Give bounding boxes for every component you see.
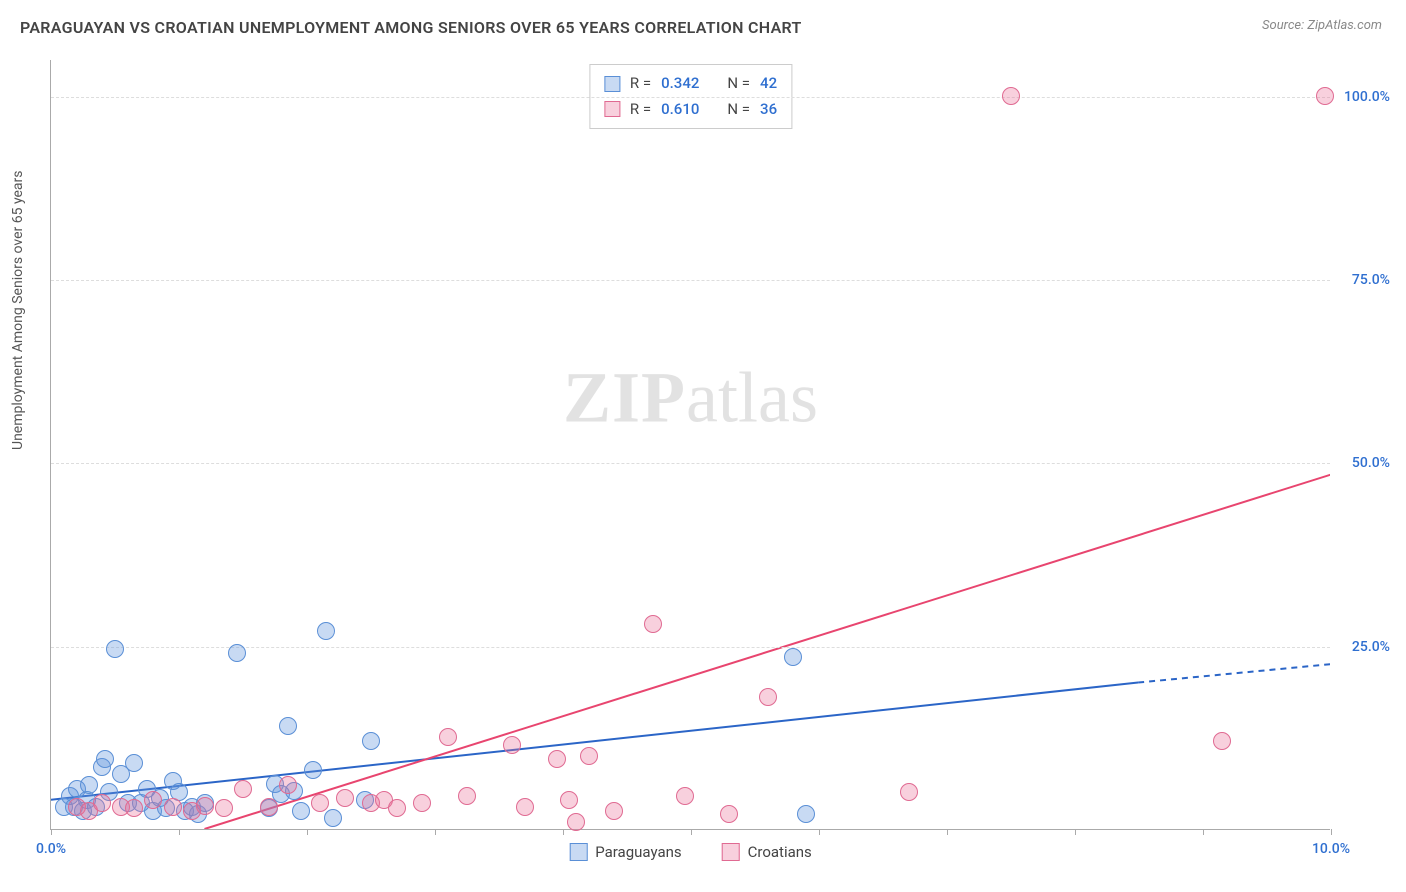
y-tick-label: 25.0% bbox=[1352, 639, 1390, 655]
legend-swatch bbox=[722, 843, 740, 861]
stats-row: R = 0.342 N = 42 bbox=[604, 71, 777, 97]
legend-swatch bbox=[604, 101, 620, 117]
legend: Paraguayans Croatians bbox=[569, 843, 812, 861]
data-point bbox=[106, 640, 124, 658]
data-point bbox=[80, 776, 98, 794]
data-point bbox=[260, 798, 278, 816]
x-tick-label: 0.0% bbox=[36, 841, 66, 857]
x-tick-label: 10.0% bbox=[1312, 841, 1350, 857]
data-point bbox=[560, 791, 578, 809]
plot-area: ZIPatlas R =0.342N =42R =0.610N =36 Para… bbox=[50, 60, 1330, 830]
x-tick bbox=[691, 829, 692, 835]
y-tick-label: 75.0% bbox=[1352, 272, 1390, 288]
stat-n-label: N = bbox=[727, 97, 750, 123]
legend-label: Croatians bbox=[748, 843, 812, 861]
data-point bbox=[676, 787, 694, 805]
watermark-atlas: atlas bbox=[686, 358, 818, 438]
x-tick bbox=[1075, 829, 1076, 835]
data-point bbox=[317, 622, 335, 640]
y-tick-label: 50.0% bbox=[1352, 455, 1390, 471]
data-point bbox=[362, 732, 380, 750]
x-tick bbox=[947, 829, 948, 835]
grid-line bbox=[51, 280, 1330, 281]
data-point bbox=[439, 728, 457, 746]
stat-r-label: R = bbox=[630, 97, 651, 123]
y-axis-label: Unemployment Among Seniors over 65 years bbox=[10, 171, 26, 451]
data-point bbox=[164, 798, 182, 816]
data-point bbox=[144, 791, 162, 809]
x-tick bbox=[51, 829, 52, 835]
data-point bbox=[292, 802, 310, 820]
data-point bbox=[125, 799, 143, 817]
trend-line bbox=[51, 683, 1138, 800]
data-point bbox=[605, 802, 623, 820]
data-point bbox=[1002, 87, 1020, 105]
legend-item: Paraguayans bbox=[569, 843, 681, 861]
data-point bbox=[196, 797, 214, 815]
data-point bbox=[1213, 732, 1231, 750]
data-point bbox=[580, 747, 598, 765]
data-point bbox=[279, 717, 297, 735]
x-tick bbox=[1203, 829, 1204, 835]
data-point bbox=[304, 761, 322, 779]
trend-lines bbox=[51, 60, 1330, 829]
x-tick bbox=[307, 829, 308, 835]
stat-r-label: R = bbox=[630, 71, 651, 97]
data-point bbox=[784, 648, 802, 666]
x-tick bbox=[563, 829, 564, 835]
data-point bbox=[548, 750, 566, 768]
data-point bbox=[336, 789, 354, 807]
watermark: ZIPatlas bbox=[563, 357, 818, 440]
stats-row: R = 0.610 N = 36 bbox=[604, 97, 777, 123]
x-tick bbox=[819, 829, 820, 835]
y-tick-label: 100.0% bbox=[1344, 89, 1390, 105]
legend-item: Croatians bbox=[722, 843, 812, 861]
data-point bbox=[324, 809, 342, 827]
data-point bbox=[311, 794, 329, 812]
grid-line bbox=[51, 463, 1330, 464]
trend-line-extrapolated bbox=[1138, 661, 1330, 683]
source-label: Source: ZipAtlas.com bbox=[1262, 18, 1382, 33]
data-point bbox=[96, 750, 114, 768]
stat-r-value: 0.610 bbox=[661, 97, 699, 123]
data-point bbox=[503, 736, 521, 754]
data-point bbox=[900, 783, 918, 801]
data-point bbox=[413, 794, 431, 812]
stat-n-value: 36 bbox=[760, 97, 777, 123]
data-point bbox=[458, 787, 476, 805]
chart-title: PARAGUAYAN VS CROATIAN UNEMPLOYMENT AMON… bbox=[20, 18, 802, 37]
data-point bbox=[797, 805, 815, 823]
data-point bbox=[215, 799, 233, 817]
stat-n-value: 42 bbox=[760, 71, 777, 97]
watermark-zip: ZIP bbox=[563, 358, 686, 438]
data-point bbox=[516, 798, 534, 816]
data-point bbox=[759, 688, 777, 706]
legend-label: Paraguayans bbox=[595, 843, 681, 861]
data-point bbox=[228, 644, 246, 662]
legend-swatch bbox=[604, 76, 620, 92]
data-point bbox=[279, 776, 297, 794]
x-tick bbox=[179, 829, 180, 835]
data-point bbox=[720, 805, 738, 823]
data-point bbox=[388, 799, 406, 817]
legend-swatch bbox=[569, 843, 587, 861]
data-point bbox=[234, 780, 252, 798]
data-point bbox=[644, 615, 662, 633]
data-point bbox=[125, 754, 143, 772]
data-point bbox=[567, 813, 585, 831]
x-tick bbox=[435, 829, 436, 835]
data-point bbox=[93, 794, 111, 812]
data-point bbox=[1316, 87, 1334, 105]
stat-r-value: 0.342 bbox=[661, 71, 699, 97]
x-tick bbox=[1331, 829, 1332, 835]
grid-line bbox=[51, 97, 1330, 98]
stat-n-label: N = bbox=[727, 71, 750, 97]
